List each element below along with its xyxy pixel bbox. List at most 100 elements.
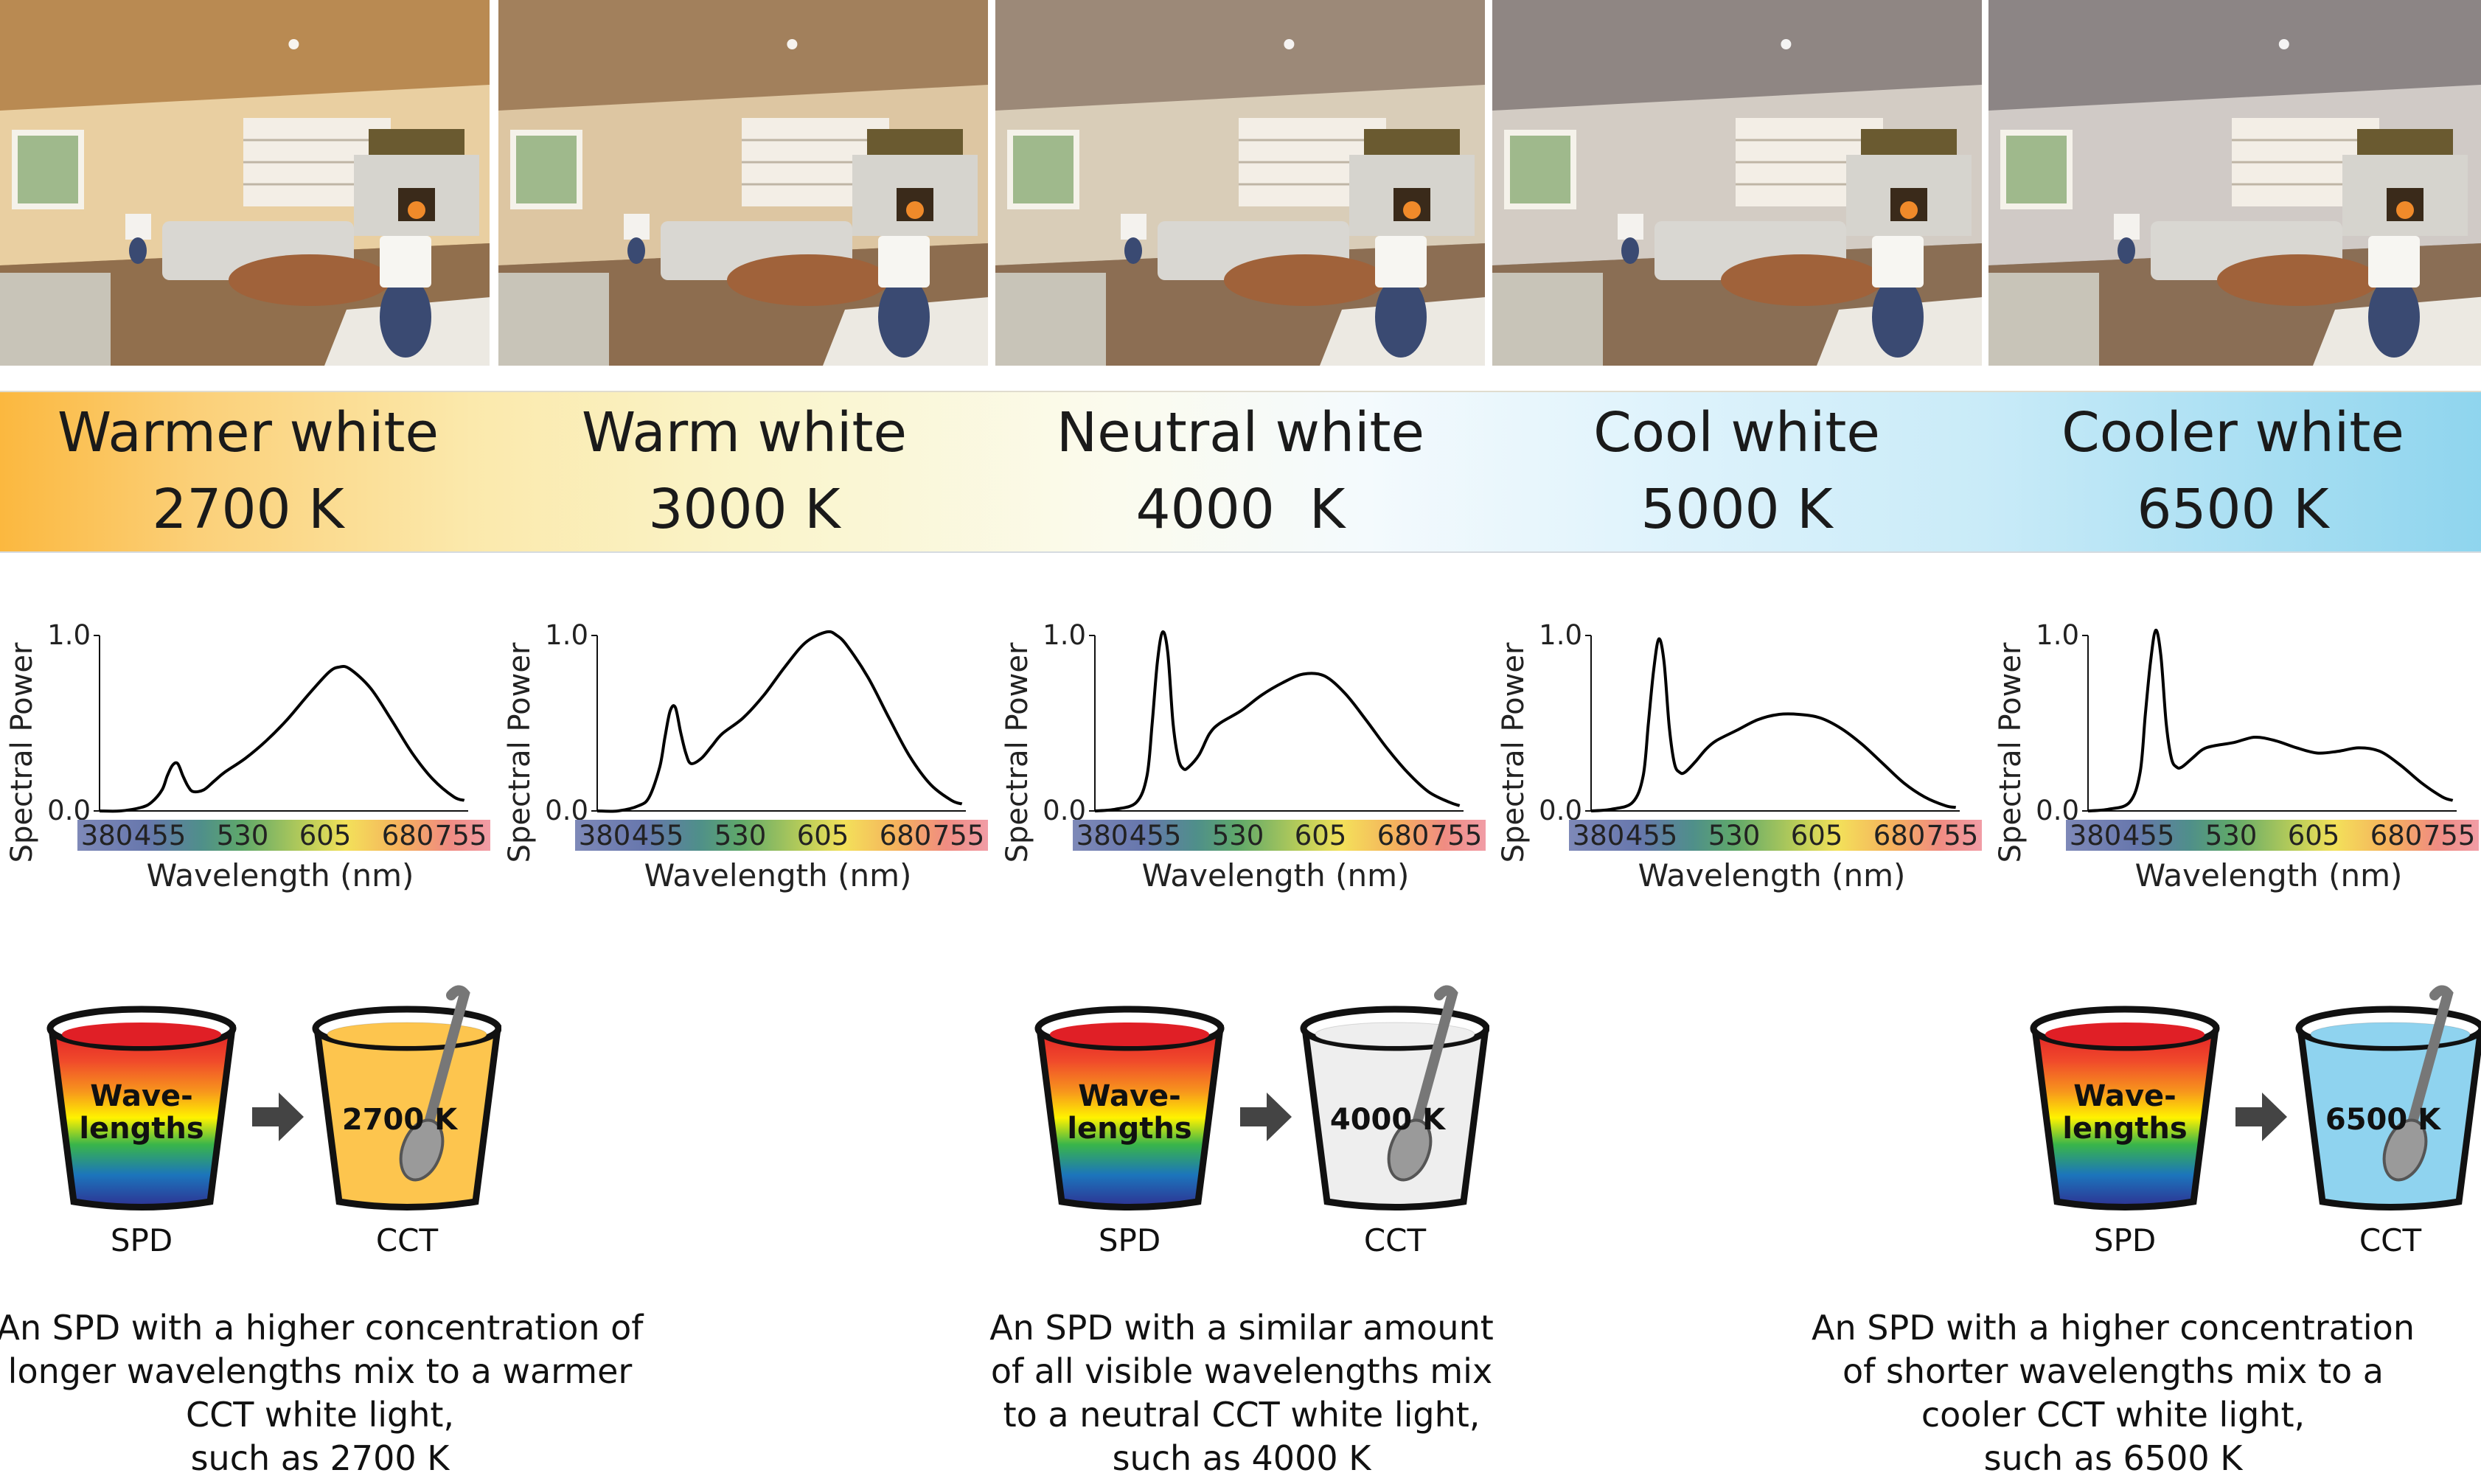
x-tick-label: 380 — [81, 820, 133, 851]
small-lamp-shade — [624, 214, 650, 240]
band-kelvin: 4000 K — [1135, 478, 1346, 541]
spd-cup — [1035, 1025, 1225, 1210]
x-axis-label: Wavelength (nm) — [2135, 857, 2403, 893]
band-label: Cooler white — [2061, 401, 2404, 464]
x-tick-label: 605 — [1295, 820, 1347, 851]
coffee-table — [229, 254, 391, 306]
x-tick-label: 380 — [1573, 820, 1625, 851]
x-tick-label: 530 — [217, 820, 269, 851]
spd-chart-3000k: Spectral Power 1.0 0.0 380 455 530 605 680 755 Wa… — [501, 590, 988, 899]
spd-liquid-top — [62, 1023, 221, 1046]
spd-cup — [47, 1025, 237, 1210]
description-line: An SPD with a higher concentration of — [0, 1308, 644, 1348]
small-lamp-base — [1124, 237, 1142, 264]
x-tick-label: 380 — [579, 820, 631, 851]
cups-svg: Wave-lengths 6500 K — [2030, 985, 2481, 1210]
cct-label: CCT — [1363, 1222, 1427, 1258]
x-tick-label: 455 — [632, 820, 684, 851]
y-axis-label: Spectral Power — [1001, 642, 1034, 863]
x-tick-label: 605 — [2288, 820, 2340, 851]
x-tick-label: 455 — [134, 820, 187, 851]
spd-curve — [1590, 637, 1956, 812]
x-tick-label: 680 — [2370, 820, 2423, 851]
room-illustration — [1492, 0, 1982, 366]
spectrum-bar — [1569, 820, 1982, 851]
band-kelvin: 5000 K — [1640, 478, 1833, 541]
band-item-warmer-white: Warmer white 2700 K — [0, 392, 496, 551]
ceiling-light — [288, 39, 299, 49]
spd-label: SPD — [110, 1222, 173, 1258]
description-line: CCT white light, — [185, 1395, 455, 1435]
room-illustration — [0, 0, 490, 366]
x-tick-label: 755 — [1430, 820, 1483, 851]
room-photo-neutral-white — [995, 0, 1485, 366]
spoon-handle — [1410, 985, 1458, 1133]
band-kelvin: 3000 K — [648, 478, 841, 541]
spoon-bowl — [2382, 1118, 2428, 1182]
small-lamp-shade — [1618, 214, 1643, 240]
spd-liquid-top — [2045, 1023, 2205, 1046]
y-tick-label: 1.0 — [1043, 619, 1086, 651]
description-2700k: An SPD with a higher concentration of lo… — [0, 1306, 644, 1480]
y-axis-label: Spectral Power — [1497, 642, 1531, 863]
x-tick-label: 380 — [2070, 820, 2122, 851]
lamp-base — [380, 276, 431, 358]
cct-label: CCT — [375, 1222, 439, 1258]
x-tick-label: 455 — [1626, 820, 1678, 851]
cct-cup-text: 4000 K — [1330, 1103, 1447, 1137]
spd-chart-2700k: Spectral Power 1.0 0.0 380 455 530 605 680 755 Wa… — [4, 590, 490, 899]
coffee-table — [1224, 254, 1386, 306]
room-photo-cool-white — [1492, 0, 1982, 366]
cct-cup-text: 6500 K — [2325, 1103, 2442, 1137]
description-line: An SPD with a similar amount — [989, 1308, 1494, 1348]
description-line: such as 2700 K — [190, 1438, 450, 1478]
cup-diagram-4000k: Wave-lengths 4000 K SPD CCT — [1032, 980, 1490, 1290]
ceiling-light — [787, 39, 798, 49]
spd-label: SPD — [2093, 1222, 2157, 1258]
x-tick-label: 755 — [933, 820, 985, 851]
y-axis-label: Spectral Power — [503, 642, 537, 863]
x-tick-label: 680 — [1377, 820, 1430, 851]
room-photo-warmer-white — [0, 0, 490, 366]
color-temperature-band: Warmer white 2700 K Warm white 3000 K Ne… — [0, 391, 2481, 553]
spd-chart-6500k: Spectral Power 1.0 0.0 380 455 530 605 680 755 Wa… — [1992, 590, 2479, 899]
painting — [369, 129, 464, 155]
x-axis-label: Wavelength (nm) — [1638, 857, 1906, 893]
x-tick-label: 530 — [1212, 820, 1264, 851]
x-tick-label: 755 — [435, 820, 487, 851]
room-photo-cooler-white — [1988, 0, 2481, 366]
spectrum-bar — [2066, 820, 2479, 851]
lamp-shade — [1375, 236, 1427, 288]
x-tick-label: 605 — [299, 820, 352, 851]
description-line: of all visible wavelengths mix — [990, 1351, 1493, 1391]
small-lamp-base — [1621, 237, 1639, 264]
band-item-warm-white: Warm white 3000 K — [496, 392, 992, 551]
arrow-icon — [1240, 1093, 1292, 1141]
description-line: such as 6500 K — [1983, 1438, 2243, 1478]
band-item-cooler-white: Cooler white 6500 K — [1985, 392, 2481, 551]
fire — [2396, 201, 2414, 219]
spd-cup — [2031, 1025, 2220, 1210]
coffee-table — [1721, 254, 1883, 306]
armchair — [498, 273, 609, 366]
x-tick-label: 530 — [2205, 820, 2258, 851]
cct-liquid-top — [2310, 1022, 2471, 1047]
window — [2000, 130, 2073, 209]
armchair — [1492, 273, 1603, 366]
spoon-handle — [2406, 985, 2454, 1133]
description-line: An SPD with a higher concentration — [1812, 1308, 2415, 1348]
spd-cup-text: Wave- — [90, 1079, 193, 1113]
cup-diagram-6500k: Wave-lengths 6500 K SPD CCT — [2028, 980, 2481, 1290]
y-axis-label: Spectral Power — [1994, 642, 2028, 863]
spd-curve — [596, 630, 963, 813]
cct-liquid-top — [327, 1022, 487, 1047]
room-illustration — [995, 0, 1485, 366]
spectrum-bar — [1073, 820, 1486, 851]
x-tick-label: 605 — [797, 820, 849, 851]
lamp-shade — [2368, 236, 2420, 288]
x-tick-label: 380 — [1076, 820, 1129, 851]
spectrum-bar — [77, 820, 490, 851]
